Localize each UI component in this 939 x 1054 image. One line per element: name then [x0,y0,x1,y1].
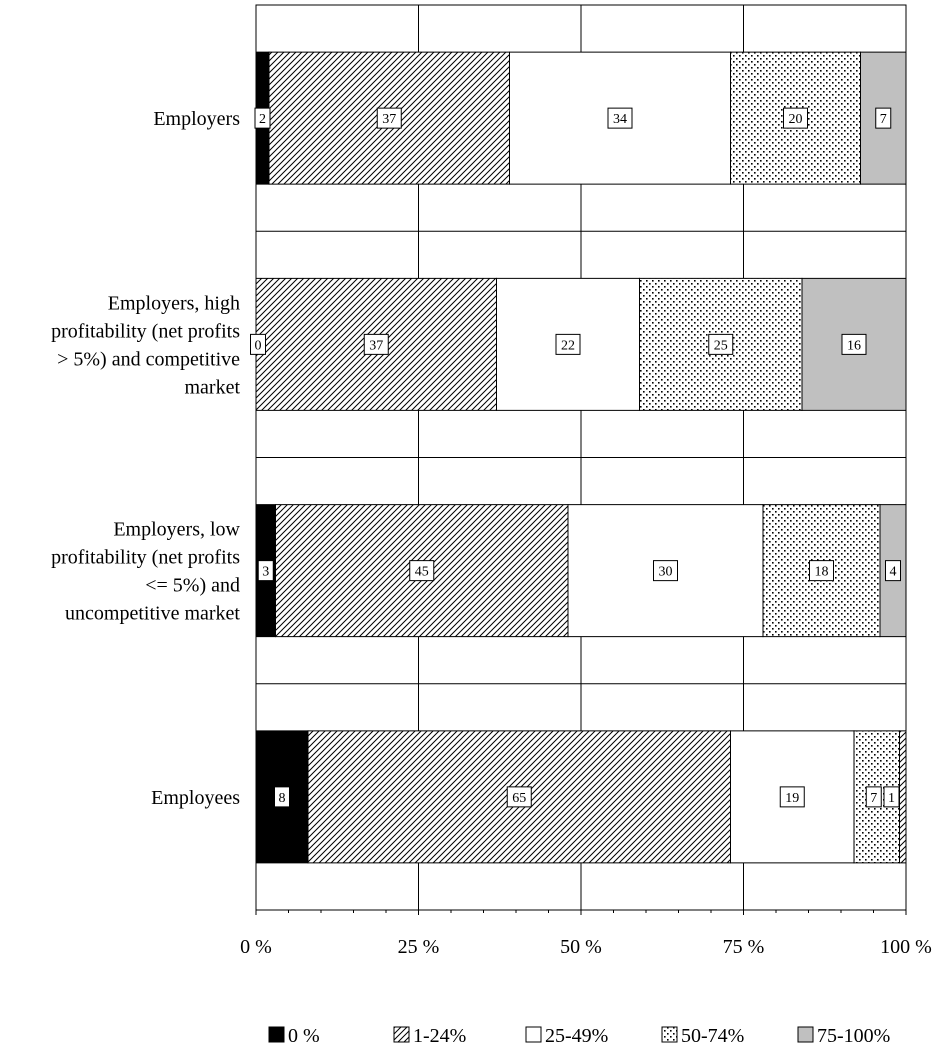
category-label: Employees [151,787,240,809]
data-label-box [274,786,290,808]
data-label-box [841,333,867,355]
data-label: 2 [259,112,266,127]
data-label: 30 [659,565,673,580]
legend-label: 75-100% [817,1025,890,1047]
data-label: 65 [512,791,526,806]
data-label: 25 [714,338,728,353]
data-label: 37 [382,112,396,127]
data-label: 0 [255,338,262,353]
legend-swatch [393,1026,410,1043]
data-label: 7 [870,791,877,806]
data-label: 20 [789,112,803,127]
data-label: 16 [847,338,861,353]
data-label: 3 [262,565,269,580]
data-label: 37 [369,338,383,353]
data-label-box [409,560,435,582]
data-label-box [875,107,892,129]
data-label-box [607,107,633,129]
x-tick-label: 50 % [560,936,602,958]
data-label-box [783,107,808,129]
data-label-box [254,107,271,129]
data-label-box [555,333,581,355]
axes: Employers Employers, high profitability (n… [51,108,932,958]
legend-label: 25-49% [545,1025,608,1047]
data-label: 34 [613,112,627,127]
data-label: 7 [880,112,887,127]
category-label: Employers, high profitability (net profit… [51,292,240,398]
category-label: Employers, low profitability (net profits… [51,519,240,625]
data-label-box [363,333,389,355]
legend: 0 % 1-24% 25-49% 50-74% 75-100% [268,1025,890,1047]
legend-label: 0 % [288,1025,320,1047]
data-label-box [653,560,678,582]
legend-swatch [661,1026,678,1043]
data-label-box [506,786,532,808]
data-label-box [376,107,402,129]
data-label-box [885,560,901,582]
data-label: 18 [815,565,829,580]
legend-swatch [268,1026,285,1043]
data-label: 45 [415,565,429,580]
bar-segment [899,730,907,864]
legend-label: 1-24% [413,1025,466,1047]
bar-segment [801,277,907,411]
category-label: Employers [153,108,240,130]
data-label: 4 [890,565,897,580]
legend-swatch [797,1026,814,1043]
x-tick-label: 100 % [880,936,932,958]
data-label: 8 [279,791,286,806]
data-label: 19 [785,791,799,806]
legend-label: 50-74% [681,1025,744,1047]
data-label-box [257,560,274,582]
x-tick-label: 75 % [723,936,765,958]
data-label-box [250,333,266,355]
data-labels: 2 37 34 20 70 37 22 25 163 45 30 18 48 65 19 7 1 [250,107,901,808]
data-label-box [779,786,805,808]
data-label-box [865,786,882,808]
data-label-box [708,333,734,355]
x-tick-label: 25 % [398,936,440,958]
data-label-box [883,786,900,808]
data-label-box [809,560,834,582]
legend-swatch [525,1026,542,1043]
data-label: 22 [561,338,575,353]
x-tick-label: 0 % [240,936,272,958]
data-label: 1 [888,791,895,806]
